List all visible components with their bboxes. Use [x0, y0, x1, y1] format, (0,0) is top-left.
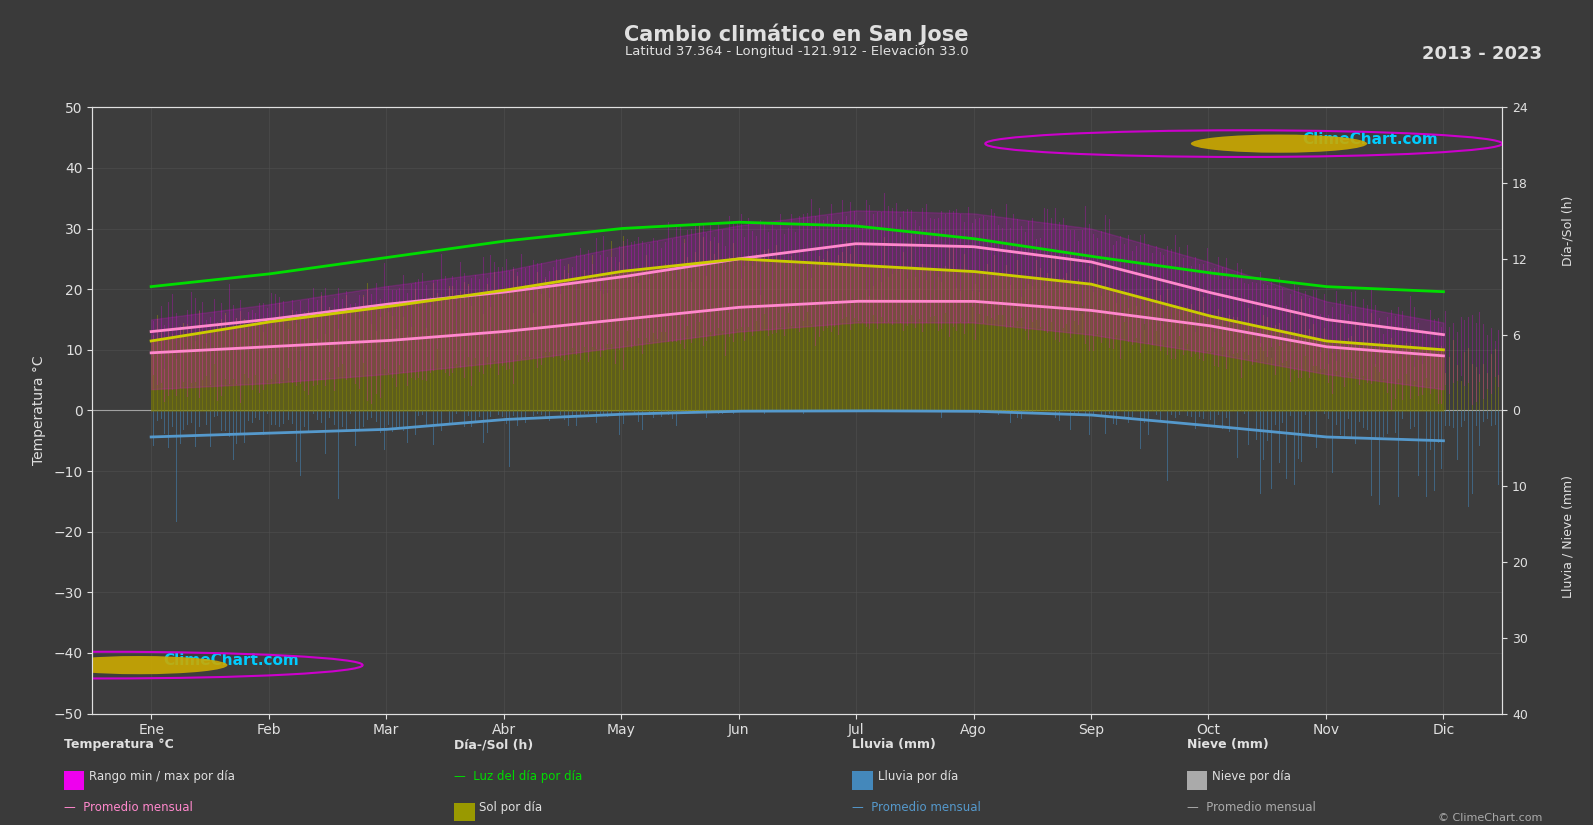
- Text: ClimeChart.com: ClimeChart.com: [162, 653, 298, 668]
- Text: Lluvia por día: Lluvia por día: [878, 770, 957, 783]
- Text: Nieve (mm): Nieve (mm): [1187, 738, 1268, 752]
- Text: —  Luz del día por día: — Luz del día por día: [454, 770, 583, 783]
- Text: —  Promedio mensual: — Promedio mensual: [1187, 801, 1316, 814]
- Text: Nieve por día: Nieve por día: [1212, 770, 1292, 783]
- Text: 2013 - 2023: 2013 - 2023: [1423, 45, 1542, 64]
- Y-axis label: Temperatura °C: Temperatura °C: [32, 356, 46, 465]
- Text: Rango min / max por día: Rango min / max por día: [89, 770, 236, 783]
- Text: Día-/Sol (h): Día-/Sol (h): [454, 738, 534, 752]
- Text: Temperatura °C: Temperatura °C: [64, 738, 174, 752]
- Text: Día-/Sol (h): Día-/Sol (h): [1561, 196, 1574, 266]
- Text: —  Promedio mensual: — Promedio mensual: [852, 801, 981, 814]
- Ellipse shape: [1192, 134, 1367, 153]
- Text: Latitud 37.364 - Longitud -121.912 - Elevación 33.0: Latitud 37.364 - Longitud -121.912 - Ele…: [624, 45, 969, 59]
- Text: © ClimeChart.com: © ClimeChart.com: [1437, 813, 1542, 823]
- Text: Cambio climático en San Jose: Cambio climático en San Jose: [624, 23, 969, 45]
- Text: Lluvia / Nieve (mm): Lluvia / Nieve (mm): [1561, 474, 1574, 598]
- Text: Lluvia (mm): Lluvia (mm): [852, 738, 937, 752]
- Text: ClimeChart.com: ClimeChart.com: [1303, 132, 1438, 147]
- Text: —  Promedio mensual: — Promedio mensual: [64, 801, 193, 814]
- Ellipse shape: [51, 656, 228, 674]
- Text: Sol por día: Sol por día: [479, 801, 543, 814]
